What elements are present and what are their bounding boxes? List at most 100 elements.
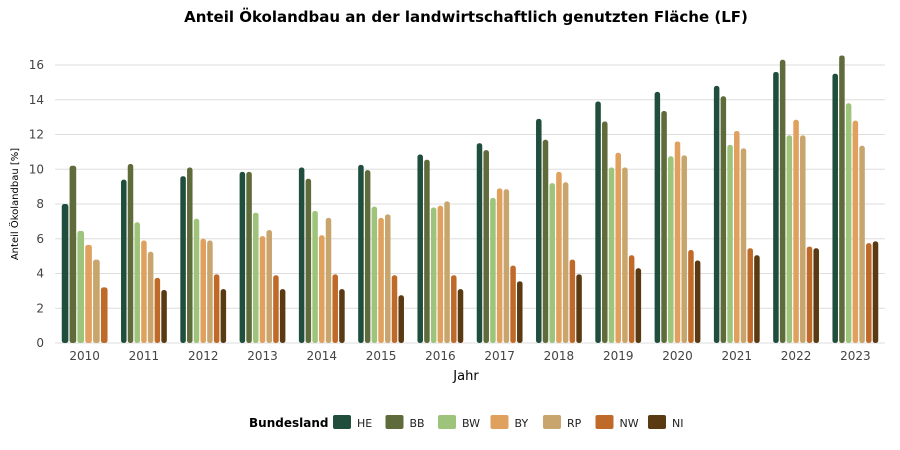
y-tick-label: 4 xyxy=(36,267,44,281)
bar-BY-2019 xyxy=(615,152,621,343)
bar-HE-2010 xyxy=(61,204,69,343)
bar-BB-2021 xyxy=(720,96,727,344)
y-tick-label: 2 xyxy=(36,301,44,315)
bar-BY-2014 xyxy=(319,235,325,343)
bar-RP-2017 xyxy=(503,189,510,343)
legend-swatch-NW xyxy=(595,415,614,429)
bar-NW-2014 xyxy=(332,274,338,343)
bar-BW-2013 xyxy=(253,212,259,343)
legend-swatch-NI xyxy=(648,415,666,429)
x-tick-label: 2018 xyxy=(544,349,575,363)
bar-HE-2018 xyxy=(536,118,542,343)
bar-HE-2011 xyxy=(121,179,127,343)
bar-NW-2016 xyxy=(451,275,457,343)
bar-BY-2018 xyxy=(556,171,562,343)
bar-BW-2012 xyxy=(193,218,200,343)
bar-BY-2010 xyxy=(85,244,92,343)
bar-BW-2018 xyxy=(549,183,555,343)
bar-NI-2015 xyxy=(398,295,404,343)
bar-BB-2020 xyxy=(661,111,667,343)
bar-BB-2016 xyxy=(424,159,430,343)
legend-title: Bundesland xyxy=(249,416,328,430)
legend-swatch-BB xyxy=(385,415,404,429)
legend-swatch-HE xyxy=(333,415,351,429)
legend-swatch-RP xyxy=(543,415,561,429)
bar-RP-2012 xyxy=(207,240,213,343)
bar-NI-2016 xyxy=(457,289,464,343)
bar-NI-2011 xyxy=(161,290,167,343)
bar-NW-2019 xyxy=(628,255,635,343)
legend: Bundesland HE BB BW BY RP NW NI xyxy=(249,415,683,430)
x-tick-label: 2017 xyxy=(484,349,515,363)
x-tick-label: 2022 xyxy=(781,349,812,363)
bar-HE-2022 xyxy=(773,71,779,343)
legend-label-NI: NI xyxy=(672,417,683,430)
x-tick-label: 2010 xyxy=(69,349,100,363)
x-tick-label: 2020 xyxy=(662,349,693,363)
bar-BB-2014 xyxy=(305,178,312,343)
bar-NI-2012 xyxy=(220,289,227,343)
bar-RP-2014 xyxy=(325,217,332,343)
bar-BW-2020 xyxy=(668,156,674,343)
bar-BY-2022 xyxy=(793,119,799,343)
bar-NW-2012 xyxy=(213,274,220,343)
bar-BY-2021 xyxy=(734,131,740,343)
bar-NI-2021 xyxy=(754,255,760,343)
bar-RP-2020 xyxy=(681,155,687,343)
bar-NW-2013 xyxy=(273,275,279,343)
bar-BW-2014 xyxy=(312,210,318,343)
bar-BB-2019 xyxy=(602,121,608,343)
bar-HE-2012 xyxy=(180,176,186,343)
bar-BY-2023 xyxy=(852,120,859,343)
bar-BB-2012 xyxy=(187,167,193,343)
bar-BB-2018 xyxy=(542,139,549,343)
y-axis-label: Anteil Ökolandbau [%] xyxy=(8,148,21,260)
bar-HE-2023 xyxy=(832,73,838,343)
bar-NI-2023 xyxy=(872,241,879,343)
bar-BB-2015 xyxy=(364,170,371,343)
x-tick-label: 2019 xyxy=(603,349,634,363)
y-tick-label: 6 xyxy=(36,232,44,246)
bar-NW-2015 xyxy=(391,275,398,343)
bar-HE-2020 xyxy=(654,91,661,344)
bar-RP-2016 xyxy=(444,201,450,343)
bar-NW-2011 xyxy=(154,277,161,343)
bar-NW-2017 xyxy=(510,265,516,343)
y-tick-label: 16 xyxy=(29,58,44,72)
bar-NW-2018 xyxy=(569,259,576,343)
bar-BW-2017 xyxy=(490,197,496,343)
bar-RP-2015 xyxy=(385,214,391,343)
x-axis-label: Jahr xyxy=(452,369,479,384)
x-tick-label: 2015 xyxy=(366,349,397,363)
y-tick-label: 14 xyxy=(29,93,44,107)
bar-NI-2022 xyxy=(813,248,819,343)
bar-HE-2016 xyxy=(417,154,423,343)
bar-BY-2011 xyxy=(141,240,147,343)
bar-BW-2021 xyxy=(727,144,733,343)
x-tick-label: 2016 xyxy=(425,349,456,363)
legend-label-RP: RP xyxy=(567,417,582,430)
bar-BY-2017 xyxy=(496,188,503,343)
bar-HE-2021 xyxy=(713,85,720,343)
bar-NI-2020 xyxy=(694,260,701,343)
bar-HE-2014 xyxy=(298,167,305,343)
bar-BY-2012 xyxy=(200,238,206,343)
bar-BW-2011 xyxy=(134,222,140,343)
bar-BB-2023 xyxy=(839,55,845,343)
bar-BW-2022 xyxy=(786,135,793,343)
bar-BW-2015 xyxy=(371,206,378,343)
bar-BB-2011 xyxy=(127,164,134,343)
bar-BW-2010 xyxy=(77,230,85,343)
bar-BY-2016 xyxy=(437,205,444,343)
x-tick-label: 2021 xyxy=(722,349,753,363)
legend-label-BB: BB xyxy=(410,417,425,430)
bar-NI-2014 xyxy=(339,289,345,343)
bar-BB-2017 xyxy=(483,150,489,343)
x-axis-ticks: 2010 2011 2012 2013 2014 2015 2016 2017 2018 2019… xyxy=(69,349,870,363)
legend-swatch-BW xyxy=(438,415,456,429)
bar-BB-2013 xyxy=(246,171,252,343)
bar-RP-2022 xyxy=(800,135,806,343)
legend-label-NW: NW xyxy=(620,417,639,430)
bar-RP-2011 xyxy=(147,251,154,343)
